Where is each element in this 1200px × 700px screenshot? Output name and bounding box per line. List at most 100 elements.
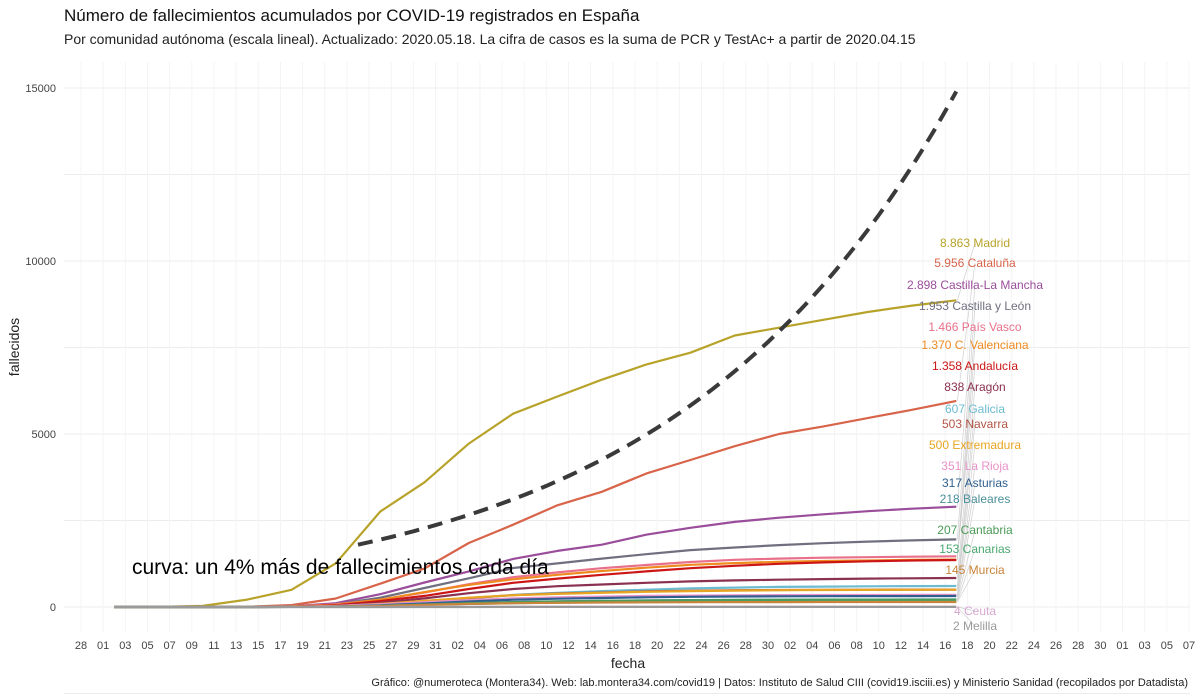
x-tick-label: 05 <box>141 640 153 652</box>
series-end-label: 317 Asturias <box>942 476 1008 490</box>
x-tick-label: 23 <box>341 640 353 652</box>
x-tick-label: 28 <box>1072 640 1084 652</box>
annotation-text: curva: un 4% más de fallecimientos cada … <box>132 556 549 579</box>
series-end-label: 1.358 Andalucía <box>932 359 1018 373</box>
x-tick-label: 15 <box>252 640 264 652</box>
y-tick-label: 5000 <box>32 429 56 441</box>
x-tick-label: 30 <box>1094 640 1106 652</box>
gridlines <box>64 62 1190 694</box>
x-tick-label: 04 <box>806 640 818 652</box>
series-end-label: 145 Murcia <box>945 563 1005 577</box>
x-axis-title: fecha <box>611 655 645 671</box>
series-end-label: 1.466 País Vasco <box>928 320 1021 334</box>
x-tick-label: 21 <box>319 640 331 652</box>
leader-line <box>956 423 976 590</box>
x-tick-label: 25 <box>363 640 375 652</box>
x-tick-label: 18 <box>961 640 973 652</box>
x-tick-label: 11 <box>208 640 219 652</box>
x-tick-label: 07 <box>164 640 176 652</box>
label-leader-lines <box>956 242 976 627</box>
x-tick-label: 16 <box>939 640 951 652</box>
x-tick-label: 22 <box>1006 640 1018 652</box>
series-end-label: 8.863 Madrid <box>940 236 1010 250</box>
y-tick-label: 0 <box>50 602 56 614</box>
y-axis-ticks: 0 5000 10000 15000 <box>25 83 56 614</box>
series-end-label: 1.953 Castilla y León <box>919 299 1031 313</box>
x-tick-label: 20 <box>651 640 663 652</box>
series-end-label: 218 Baleares <box>940 492 1011 506</box>
leader-line <box>956 465 976 595</box>
x-tick-label: 22 <box>673 640 685 652</box>
x-tick-label: 09 <box>186 640 198 652</box>
reference-curve-line <box>357 90 959 547</box>
x-tick-label: 08 <box>518 640 530 652</box>
leader-line <box>956 326 976 557</box>
series-end-label: 2.898 Castilla-La Mancha <box>907 278 1043 292</box>
x-tick-label: 27 <box>385 640 397 652</box>
leader-line <box>957 569 976 603</box>
leader-line <box>956 365 976 561</box>
x-tick-label: 24 <box>1028 640 1040 652</box>
leader-line <box>956 386 976 579</box>
x-tick-label: 03 <box>1139 640 1151 652</box>
x-tick-label: 06 <box>828 640 840 652</box>
x-tick-label: 10 <box>540 640 552 652</box>
x-tick-label: 24 <box>695 640 707 652</box>
x-tick-label: 07 <box>1183 640 1195 652</box>
y-axis-title: fallecidos <box>6 318 22 376</box>
x-tick-label: 30 <box>762 640 774 652</box>
leader-line <box>957 606 976 627</box>
x-tick-label: 26 <box>718 640 730 652</box>
x-tick-label: 02 <box>452 640 464 652</box>
chart-subtitle: Por comunidad autónoma (escala lineal). … <box>64 31 916 47</box>
x-tick-label: 10 <box>873 640 885 652</box>
leader-line <box>956 242 976 301</box>
x-axis-ticks: 28 01 03 05 07 09 11 13 15 17 19 21 23 25 27 29 31 02 04 06… <box>75 640 1195 652</box>
x-tick-label: 01 <box>97 640 109 652</box>
x-tick-label: 20 <box>983 640 995 652</box>
series-lines <box>114 299 957 609</box>
x-tick-label: 26 <box>1050 640 1062 652</box>
end-labels: 8.863 Madrid 5.956 Cataluña 2.898 Castilla… <box>907 236 1043 633</box>
x-tick-label: 17 <box>274 640 286 652</box>
y-tick-label: 15000 <box>25 83 56 95</box>
x-tick-label: 18 <box>629 640 641 652</box>
leader-line <box>956 529 976 600</box>
x-tick-label: 04 <box>474 640 486 652</box>
chart-caption: Gráfico: @numeroteca (Montera34). Web: l… <box>371 677 1188 689</box>
leader-line <box>956 444 976 590</box>
series-end-label: 500 Extremadura <box>929 438 1021 452</box>
series-end-label: 207 Cantabria <box>937 523 1013 537</box>
leader-line <box>956 305 976 540</box>
x-tick-label: 28 <box>740 640 752 652</box>
x-tick-label: 08 <box>850 640 862 652</box>
x-tick-label: 05 <box>1161 640 1173 652</box>
series-end-label: 2 Melilla <box>953 619 997 633</box>
series-end-label: 5.956 Cataluña <box>934 256 1016 270</box>
leader-line <box>956 548 976 602</box>
leader-line <box>956 284 976 507</box>
leader-line <box>956 482 976 597</box>
leader-line <box>957 606 976 612</box>
x-tick-label: 29 <box>407 640 419 652</box>
series-end-label: 4 Ceuta <box>954 604 996 618</box>
series-end-label: 503 Navarra <box>942 417 1008 431</box>
x-tick-label: 12 <box>895 640 907 652</box>
series-end-label: 838 Aragón <box>944 380 1005 394</box>
x-tick-label: 12 <box>562 640 574 652</box>
y-tick-label: 10000 <box>25 256 56 268</box>
series-end-label: 607 Galicia <box>945 402 1005 416</box>
x-tick-label: 28 <box>75 640 87 652</box>
series-line <box>114 299 957 609</box>
x-tick-label: 16 <box>607 640 619 652</box>
x-tick-label: 14 <box>585 640 597 652</box>
series-end-label: 153 Canarias <box>939 542 1010 556</box>
x-tick-label: 01 <box>1116 640 1128 652</box>
x-tick-label: 19 <box>296 640 308 652</box>
chart-title: Número de fallecimientos acumulados por … <box>64 6 640 25</box>
x-tick-label: 06 <box>496 640 508 652</box>
series-end-label: 351 La Rioja <box>941 459 1009 473</box>
x-tick-label: 31 <box>429 640 441 652</box>
x-tick-label: 14 <box>917 640 929 652</box>
